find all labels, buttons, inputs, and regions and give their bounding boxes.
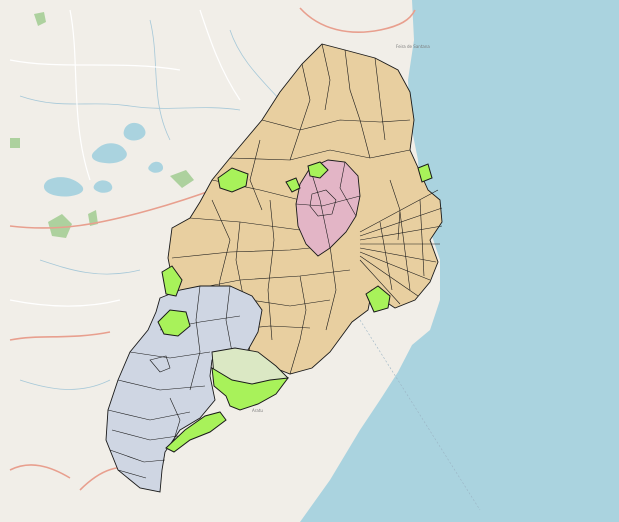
lake: [91, 143, 127, 164]
stream: [149, 19, 171, 141]
boundary-line: [111, 429, 179, 441]
stream: [19, 379, 111, 390]
forest-patch: [88, 210, 98, 226]
boundary-line: [379, 221, 393, 291]
central-city-boundaries: [295, 161, 361, 249]
highlight-area[interactable]: [161, 265, 183, 297]
lake: [148, 161, 164, 173]
highlight-area[interactable]: [211, 367, 290, 411]
minor-road: [199, 9, 241, 101]
boundary-line: [359, 189, 439, 233]
boundary-line: [267, 199, 275, 341]
highlight-area[interactable]: [165, 411, 227, 453]
central-city-polygon[interactable]: [295, 159, 361, 257]
lake: [123, 122, 146, 141]
highlight-area[interactable]: [307, 161, 329, 179]
boundary-line: [107, 409, 191, 421]
boundary-line: [339, 161, 357, 217]
lake: [43, 177, 84, 197]
boundary-line: [229, 149, 411, 161]
boundary-line: [359, 225, 443, 241]
forest-patch: [10, 138, 20, 148]
forest-patch: [34, 12, 46, 26]
stream: [229, 29, 281, 101]
boundary-line: [249, 139, 263, 211]
streams: [19, 19, 281, 390]
boundary-line: [117, 379, 206, 391]
forest-patch: [170, 170, 194, 188]
sea-area: [300, 0, 619, 522]
boundary-line: [359, 259, 401, 305]
boundary-line: [169, 397, 181, 447]
minor-road: [69, 9, 91, 181]
highlighted-areas[interactable]: [157, 161, 433, 453]
minor-roads: [9, 9, 241, 307]
minor-road: [9, 59, 181, 71]
map-label-harbor: Aratu: [252, 408, 263, 413]
boundary-line: [129, 351, 211, 359]
highlight-area[interactable]: [285, 177, 301, 193]
highway: [9, 464, 71, 479]
stream: [39, 259, 141, 275]
offshore-line: [359, 319, 481, 511]
lakes: [43, 122, 164, 197]
boundary-line: [321, 43, 331, 111]
highlight-area[interactable]: [157, 309, 191, 337]
boundary-line: [399, 211, 411, 291]
boundary-line: [325, 245, 337, 331]
boundary-line: [289, 63, 311, 161]
boundary-line: [359, 251, 431, 281]
boundary-line: [249, 299, 331, 307]
highlight-area[interactable]: [417, 163, 433, 183]
boundary-line: [225, 285, 233, 353]
boundary-line: [189, 285, 201, 391]
boundary-line: [344, 49, 371, 159]
forest-patch: [48, 214, 72, 238]
boundary-line: [261, 119, 411, 131]
highway: [299, 7, 416, 33]
highway: [9, 331, 111, 341]
stream: [19, 95, 241, 111]
southern-region-polygon[interactable]: [105, 285, 263, 493]
boundary-line: [149, 355, 171, 373]
boundary-line: [359, 255, 419, 297]
boundary-line: [309, 189, 337, 217]
estuary-boundaries: [359, 189, 443, 305]
boundary-line: [109, 449, 166, 463]
boundary-line: [117, 469, 147, 479]
map-label-town: Feira de Santana: [396, 44, 430, 49]
boundary-line: [374, 57, 386, 141]
minor-road: [9, 299, 121, 307]
highlight-area[interactable]: [365, 285, 391, 313]
boundary-line: [389, 179, 401, 241]
boundary-line: [295, 195, 361, 207]
boundary-line: [289, 275, 307, 375]
forest-patches: [10, 12, 194, 238]
lake: [93, 180, 113, 193]
highlight-area[interactable]: [217, 167, 249, 193]
boundary-line: [419, 199, 425, 277]
boundary-line: [309, 167, 331, 249]
municipal-boundaries: [171, 43, 411, 375]
